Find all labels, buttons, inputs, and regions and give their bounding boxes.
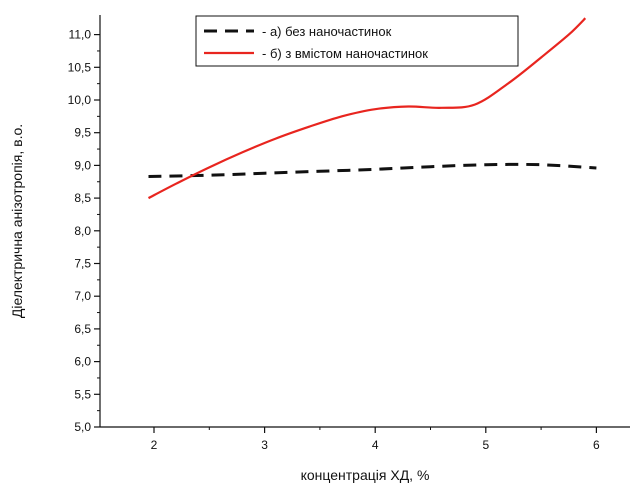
- x-tick-label: 6: [593, 438, 600, 452]
- y-tick-label: 8,5: [74, 191, 91, 205]
- plot-area: [99, 15, 630, 428]
- y-tick-label: 5,5: [74, 387, 91, 401]
- y-tick-label: 7,0: [74, 289, 91, 303]
- x-tick-label: 5: [482, 438, 489, 452]
- x-axis-ticks: 2 3 4 5 6: [151, 427, 600, 452]
- legend-label-no-nanoparticles: - а) без наночастинок: [262, 24, 392, 39]
- series-line-no-nanoparticles: [148, 162, 597, 178]
- x-tick-label: 2: [151, 438, 158, 452]
- series-layer: [147, 17, 597, 200]
- y-axis-label: Діелектрична анізотропія, в.о.: [9, 124, 25, 318]
- y-tick-label: 10,0: [68, 93, 92, 107]
- y-tick-label: 6,0: [74, 355, 91, 369]
- y-tick-label: 6,5: [74, 322, 91, 336]
- legend-box: [195, 15, 519, 67]
- x-tick-label: 3: [261, 438, 268, 452]
- y-tick-label: 9,5: [74, 126, 91, 140]
- legend-label-with-nanoparticles: - б) з вмістом наночастинок: [262, 46, 428, 61]
- x-tick-label: 4: [372, 438, 379, 452]
- x-axis-label: концентрація ХД, %: [301, 467, 430, 483]
- y-tick-label: 9,0: [74, 158, 91, 172]
- y-tick-label: 10,5: [68, 60, 92, 74]
- y-axis-ticks: 5,0 5,5 6,0 6,5 7,0 7,5 8,0 8,5 9,0 9,5 10,0 10,5 11…: [68, 28, 100, 434]
- y-tick-label: 7,5: [74, 257, 91, 271]
- y-tick-label: 8,0: [74, 224, 91, 238]
- y-tick-label: 5,0: [74, 420, 91, 434]
- series-line-with-nanoparticles: [147, 17, 587, 200]
- y-tick-label: 11,0: [69, 28, 92, 42]
- legend: - а) без наночастинок - б) з вмістом нан…: [195, 15, 519, 67]
